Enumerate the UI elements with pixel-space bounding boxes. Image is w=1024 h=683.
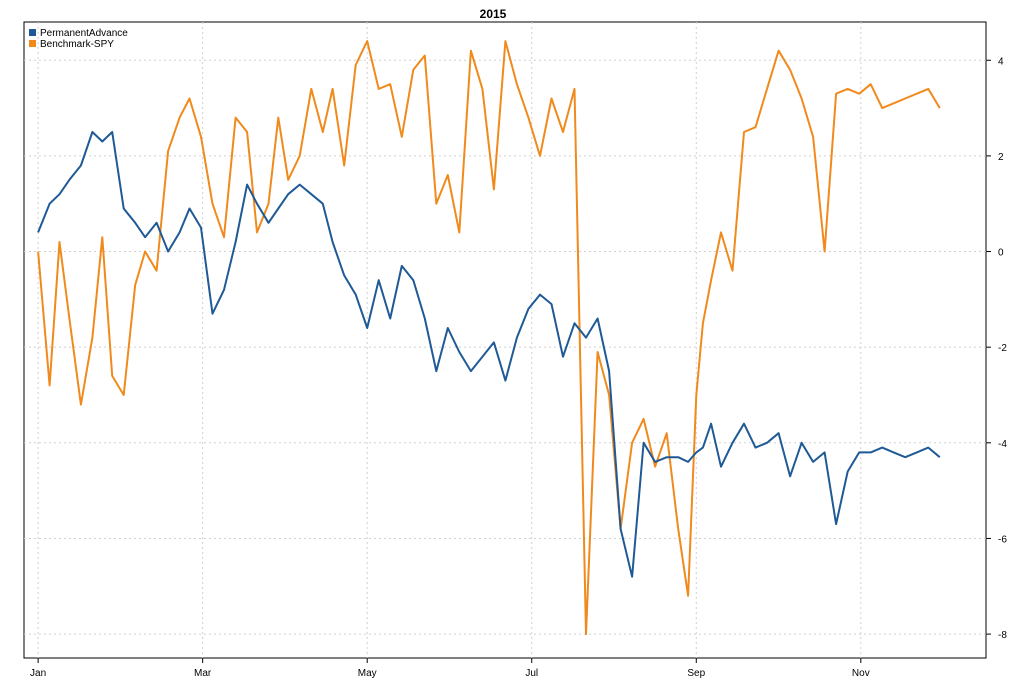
grid-layer [24,22,986,658]
y-tick-label: -8 [998,630,1007,641]
series-line-permanentadvance [37,131,941,578]
y-axis: 4 2 0 -2 -4 -6 -8 [986,56,1007,641]
series-layer [37,40,941,636]
x-tick-label: May [358,668,377,679]
y-tick-label: 0 [998,248,1004,259]
y-tick-label: 4 [998,56,1004,67]
legend-label-permanentadvance: PermanentAdvance [40,28,128,39]
x-tick-label: Mar [194,668,212,679]
x-tick-label: Sep [687,668,705,679]
y-tick-label: -4 [998,439,1007,450]
x-tick-label: Jan [30,668,46,679]
legend-label-benchmark-spy: Benchmark-SPY [40,39,114,50]
plot-frame [23,21,987,659]
chart-title: 2015 [480,7,507,21]
y-tick-label: 2 [998,152,1004,163]
x-tick-label: Jul [525,668,538,679]
series-line-benchmark-spy [37,40,941,636]
y-tick-label: -6 [998,534,1007,545]
x-tick-label: Nov [852,668,870,679]
y-tick-label: -2 [998,343,1007,354]
legend-swatch-permanentadvance [29,29,36,36]
x-axis: Jan Mar May Jul Sep Nov [30,658,870,679]
legend-swatch-benchmark-spy [29,40,36,47]
